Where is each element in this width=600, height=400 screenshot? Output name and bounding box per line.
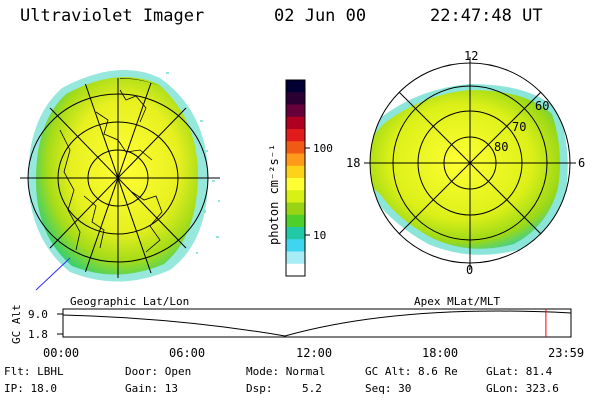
colorbar-cell (286, 178, 305, 191)
gain-info: Gain: 13 (125, 382, 178, 395)
polar-rim-ticks (364, 57, 576, 269)
x-tick-12: 12:00 (296, 346, 332, 360)
mlt-label-0: 0 (466, 263, 473, 277)
colorbar-cell (286, 92, 305, 105)
mlat-label-70: 70 (512, 120, 526, 134)
y-tick-label-9: 9.0 (28, 308, 48, 321)
timeline-frame (62, 308, 572, 338)
dsp-label: Dsp: (246, 382, 273, 395)
mlat-label-80: 80 (494, 140, 508, 154)
colorbar-frame (285, 79, 306, 277)
header-date: 02 Jun 00 (274, 6, 367, 26)
x-tick-06: 06:00 (169, 346, 205, 360)
colorbar-cell (286, 202, 305, 216)
filter-info: Flt: LBHL (4, 365, 64, 378)
apex-label: Apex MLat/MLT (414, 295, 501, 308)
gc-alt-curve (62, 310, 572, 337)
gc-alt-info: GC Alt: 8.6 Re (365, 365, 458, 378)
colorbar-cell (286, 80, 305, 93)
colorbar-cell (286, 129, 305, 142)
mlt-label-12: 12 (464, 49, 478, 63)
door-info: Door: Open (125, 365, 192, 378)
y-tick-label-1-8: 1.8 (28, 328, 48, 341)
glon-info: GLon: 323.6 (486, 382, 559, 395)
colorbar-cells (286, 80, 305, 277)
timeline-y-axis-label: GC Alt (10, 304, 23, 344)
ip-info: IP: 18.0 (4, 382, 57, 395)
apex-polar-plot: 12 18 6 0 60 70 80 (346, 49, 585, 277)
glat-info: GLat: 81.4 (486, 365, 553, 378)
colorbar-cell (286, 227, 305, 240)
geographic-label: Geographic Lat/Lon (70, 295, 190, 308)
gc-alt-timeline: 9.0 1.8 GC Alt 00:00 06:00 12:00 18:00 2… (10, 304, 584, 360)
mlat-label-60: 60 (535, 99, 549, 113)
header-time: 22:47:48 UT (430, 6, 543, 26)
x-tick-18: 18:00 (422, 346, 458, 360)
left-speckle (166, 72, 220, 254)
colorbar-cell (286, 165, 305, 179)
dsp-value: 5.2 (302, 382, 322, 395)
colorbar-cell (286, 239, 305, 252)
colorbar-cell (286, 116, 305, 130)
colorbar-cell (286, 251, 305, 265)
mode-info: Mode: Normal (246, 365, 326, 378)
x-tick-00: 00:00 (43, 346, 79, 360)
seq-info: Seq: 30 (365, 382, 412, 395)
mlt-label-18: 18 (346, 156, 360, 170)
colorbar-tick-label-10: 10 (313, 229, 326, 242)
x-tick-2359: 23:59 (548, 346, 584, 360)
colorbar-tick-label-100: 100 (313, 142, 333, 155)
colorbar-cell (286, 214, 305, 228)
colorbar: 100 10 photon cm⁻²s⁻¹ (267, 79, 333, 277)
polar-grid (369, 62, 571, 264)
mlt-label-6: 6 (578, 156, 585, 170)
colorbar-cell (286, 153, 305, 167)
colorbar-unit-label: photon cm⁻²s⁻¹ (267, 144, 281, 245)
colorbar-cell (286, 104, 305, 118)
colorbar-cell (286, 141, 305, 154)
coastlines (59, 89, 163, 253)
terminator-line (35, 257, 71, 291)
geographic-image (20, 70, 220, 291)
instrument-title: Ultraviolet Imager (20, 6, 205, 26)
colorbar-cell (286, 190, 305, 203)
colorbar-cell (286, 263, 305, 277)
